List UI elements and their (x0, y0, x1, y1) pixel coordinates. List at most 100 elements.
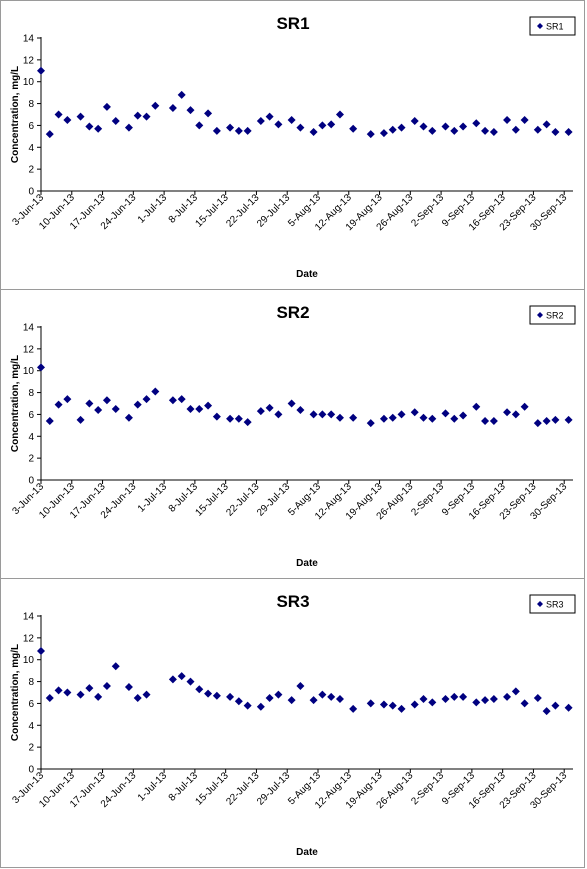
data-point (186, 106, 195, 115)
data-point (85, 122, 94, 131)
data-point (63, 115, 72, 124)
data-point (234, 414, 243, 423)
data-point (309, 410, 318, 419)
data-point (551, 415, 560, 424)
data-point (274, 690, 283, 699)
data-point (459, 122, 468, 131)
data-point (520, 115, 529, 124)
data-point (335, 413, 344, 422)
data-point (450, 692, 459, 701)
data-point (489, 695, 498, 704)
data-point (142, 690, 151, 699)
data-point (511, 125, 520, 134)
x-axis-title: Date (296, 269, 318, 280)
legend-label: SR2 (546, 311, 564, 321)
y-tick-label: 0 (28, 476, 34, 487)
y-axis-title: Concentration, mg/L (10, 66, 21, 163)
y-tick-label: 8 (28, 677, 34, 688)
legend-marker (537, 23, 543, 29)
data-point (168, 103, 177, 112)
y-tick-label: 14 (23, 323, 35, 334)
data-point (309, 696, 318, 705)
chart-title: SR1 (276, 14, 309, 33)
data-point (177, 672, 186, 681)
data-point (296, 406, 305, 415)
data-point (450, 126, 459, 135)
data-point (124, 683, 133, 692)
data-point (318, 121, 327, 130)
data-point (265, 403, 274, 412)
data-point (533, 693, 542, 702)
data-point (287, 696, 296, 705)
data-point (419, 695, 428, 704)
y-tick-label: 14 (23, 612, 35, 623)
data-point (151, 101, 160, 110)
data-point (204, 689, 213, 698)
y-tick-label: 10 (23, 366, 35, 377)
y-tick-label: 6 (28, 410, 34, 421)
chart-panel-sr1: SR1 Concentration, mg/L Date 0 2 4 6 8 10 12 14 3-J… (0, 0, 585, 290)
data-point (397, 704, 406, 713)
data-point (296, 123, 305, 132)
data-point (195, 404, 204, 413)
data-point (76, 112, 85, 121)
chart-title: SR3 (276, 592, 309, 611)
data-point (85, 684, 94, 693)
data-point (37, 646, 45, 655)
data-point (243, 701, 252, 710)
data-point (111, 117, 120, 126)
data-point (327, 120, 336, 129)
chart-title: SR2 (276, 303, 309, 322)
data-point (419, 122, 428, 131)
y-tick-label: 12 (23, 344, 35, 355)
data-point (243, 418, 252, 427)
y-tick-label: 6 (28, 121, 34, 132)
x-tick-label: 1-Jul-13 (136, 481, 170, 515)
data-point (551, 701, 560, 710)
data-point (133, 400, 142, 409)
x-tick-label: 29-Jul-13 (255, 192, 293, 230)
data-point (335, 695, 344, 704)
data-point (397, 123, 406, 132)
data-point (379, 700, 388, 709)
data-point (256, 407, 265, 416)
x-tick-label: 29-Jul-13 (255, 481, 293, 519)
data-point (186, 404, 195, 413)
data-point (388, 701, 397, 710)
data-point (564, 127, 573, 136)
data-point (489, 127, 498, 136)
data-point (441, 122, 450, 131)
data-point (503, 408, 512, 417)
data-point (142, 112, 151, 121)
data-point (212, 126, 221, 135)
data-point (410, 700, 419, 709)
legend: SR3 (529, 594, 576, 614)
x-tick-label: 1-Jul-13 (136, 770, 170, 804)
data-point (265, 112, 274, 121)
data-point (450, 414, 459, 423)
data-point (124, 413, 133, 422)
data-point (503, 115, 512, 124)
data-point (520, 402, 529, 411)
data-point (428, 698, 437, 707)
data-point (76, 690, 85, 699)
data-point (428, 126, 437, 135)
data-point (54, 110, 63, 119)
x-axis-title: Date (296, 847, 318, 858)
data-point (94, 124, 103, 133)
data-point (45, 416, 54, 425)
data-point (195, 685, 204, 694)
legend: SR1 (529, 16, 576, 36)
data-point (309, 127, 318, 136)
data-point (551, 127, 560, 136)
data-point (366, 419, 375, 428)
data-point (274, 120, 283, 129)
data-point (564, 415, 573, 424)
data-point (481, 416, 490, 425)
data-point (274, 410, 283, 419)
data-point (204, 109, 213, 118)
data-point (397, 410, 406, 419)
data-point (388, 125, 397, 134)
